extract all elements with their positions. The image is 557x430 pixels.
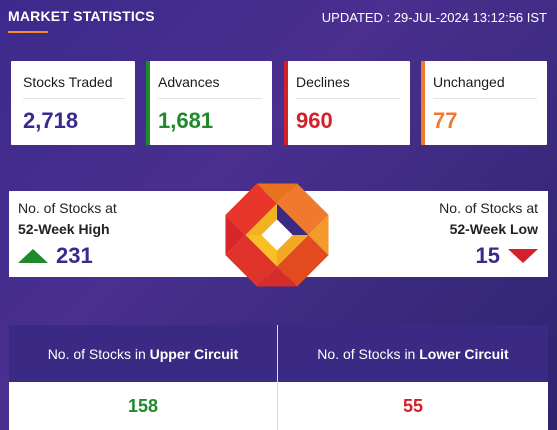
stat-card-declines: Declines 960 xyxy=(284,61,410,145)
accent-bar xyxy=(421,61,425,145)
stat-label: Stocks Traded xyxy=(23,74,113,90)
stat-label: Unchanged xyxy=(433,74,505,90)
week52-high-label: No. of Stocks at xyxy=(18,200,117,216)
stat-label: Advances xyxy=(158,74,220,90)
stat-label: Declines xyxy=(296,74,350,90)
week52-low: No. of Stocks at 52-Week Low 15 xyxy=(439,200,538,269)
week52-high-value-row: 231 xyxy=(18,243,117,269)
upper-circuit-title: Upper Circuit xyxy=(149,345,239,362)
lower-circuit-title: Lower Circuit xyxy=(419,345,509,362)
divider xyxy=(433,98,537,99)
stat-card-stocks-traded: Stocks Traded 2,718 xyxy=(11,61,135,145)
stat-card-unchanged: Unchanged 77 xyxy=(421,61,547,145)
triangle-down-icon xyxy=(508,249,538,263)
week52-low-label: No. of Stocks at xyxy=(439,200,538,216)
lower-circuit-header: No. of Stocks in Lower Circuit xyxy=(278,325,548,382)
lower-circuit-prefix: No. of Stocks in xyxy=(317,345,416,362)
divider xyxy=(23,98,125,99)
lower-circuit-value: 55 xyxy=(278,382,548,430)
divider xyxy=(296,98,400,99)
nse-logo xyxy=(225,183,329,287)
week52-high-value: 231 xyxy=(56,243,93,268)
circuit-divider xyxy=(277,325,278,430)
week52-low-title: 52-Week Low xyxy=(449,221,538,237)
title-underline xyxy=(8,31,48,33)
upper-circuit-value: 158 xyxy=(9,382,277,430)
week52-low-value: 15 xyxy=(475,243,500,268)
upper-circuit-prefix: No. of Stocks in xyxy=(47,345,146,362)
accent-bar xyxy=(284,61,288,145)
week52-high-title: 52-Week High xyxy=(18,221,110,237)
stat-value: 1,681 xyxy=(158,108,214,133)
week52-panel: No. of Stocks at 52-Week High 231 No. of… xyxy=(9,183,548,287)
page-title: MARKET STATISTICS xyxy=(8,8,155,24)
stat-value: 960 xyxy=(296,108,333,133)
circuit-panel: No. of Stocks in Upper Circuit No. of St… xyxy=(9,325,548,430)
week52-high: No. of Stocks at 52-Week High 231 xyxy=(18,200,117,269)
week52-low-value-row: 15 xyxy=(439,243,538,269)
accent-bar xyxy=(146,61,150,145)
triangle-up-icon xyxy=(18,249,48,263)
stat-value: 77 xyxy=(433,108,458,133)
stat-value: 2,718 xyxy=(23,108,79,133)
updated-timestamp: UPDATED : 29-JUL-2024 13:12:56 IST xyxy=(321,10,547,25)
header: MARKET STATISTICS UPDATED : 29-JUL-2024 … xyxy=(8,8,549,36)
stat-card-advances: Advances 1,681 xyxy=(146,61,272,145)
divider xyxy=(158,98,262,99)
upper-circuit-header: No. of Stocks in Upper Circuit xyxy=(9,325,277,382)
